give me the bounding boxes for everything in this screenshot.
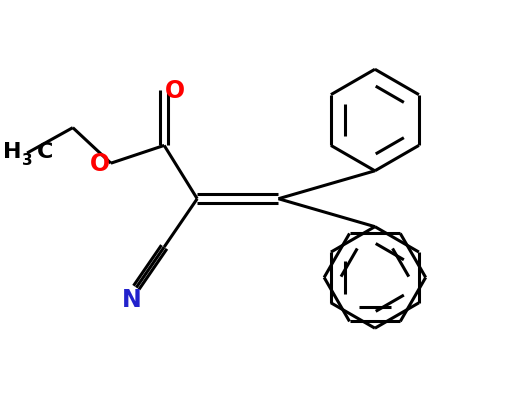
Text: C: C bbox=[37, 142, 54, 162]
Text: O: O bbox=[165, 78, 185, 102]
Text: O: O bbox=[90, 152, 110, 176]
Text: H: H bbox=[3, 142, 21, 162]
Text: N: N bbox=[122, 287, 142, 311]
Text: 3: 3 bbox=[22, 153, 33, 168]
